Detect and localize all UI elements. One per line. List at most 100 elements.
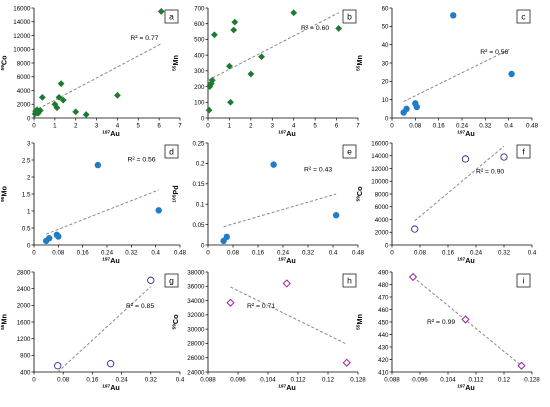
y-tick-label: 420	[378, 357, 389, 364]
y-tick-label: 2000	[17, 102, 31, 109]
x-axis-label: 197Au	[457, 256, 475, 265]
r-squared-annotation: R² = 0.99	[427, 319, 455, 326]
r-squared-annotation: R² = 0.56	[127, 156, 155, 163]
y-axis-label: 55Mn	[355, 314, 364, 330]
y-tick-label: 28000	[187, 341, 205, 348]
y-tick-label: 400	[194, 52, 205, 59]
y-tick-label: 0.1	[196, 202, 205, 209]
y-tick-label: 10000	[371, 179, 389, 186]
data-point	[46, 235, 53, 242]
r-squared-annotation: R² = 0.90	[476, 169, 504, 176]
x-tick-label: 0.24	[277, 250, 290, 257]
x-tick-label: 5	[137, 123, 141, 130]
y-axis-label-sup: 55	[355, 324, 361, 330]
r-squared-annotation: R² = 0.56	[480, 49, 508, 56]
chart-panel-c: 0 10 20 30 40 50 60 0 0.08 0.16 0.24 0.32 0.4 0.48 197…	[355, 5, 539, 138]
x-tick-label: 0.096	[230, 377, 246, 384]
data-point	[335, 25, 343, 32]
data-point	[508, 70, 515, 78]
panel-label-box	[164, 144, 179, 159]
y-tick-label: 500	[194, 37, 205, 44]
trend-line	[57, 286, 152, 373]
y-tick-label: 100	[194, 100, 205, 107]
x-tick-label: 0.16	[442, 250, 455, 257]
y-tick-label: 14000	[371, 153, 389, 160]
chart-panel-f: 0 2000 4000 6000 8000 10000 12000 14000 16000 0 0.…	[355, 140, 537, 265]
y-axis-label-sup: 59	[171, 324, 177, 330]
panel-label: b	[347, 12, 352, 22]
x-axis-label: 197Au	[278, 256, 296, 265]
x-axis-label: 197Au	[102, 129, 120, 138]
y-axis-label-main: Co	[0, 55, 9, 65]
y-tick-label: 0.15	[192, 181, 205, 188]
y-axis-label: 105Pd	[171, 185, 180, 202]
x-tick-label: 0	[32, 250, 36, 257]
y-axis-label-sup: 95	[0, 196, 6, 202]
y-tick-label: 450	[378, 319, 389, 326]
data-point	[57, 80, 65, 88]
data-point	[223, 233, 230, 241]
x-tick-label: 0	[206, 250, 210, 257]
y-tick-label: 800	[20, 353, 31, 360]
x-tick-label: 0.088	[200, 377, 216, 384]
trend-line	[33, 43, 162, 112]
x-axis-label-main: Au	[465, 383, 475, 392]
x-tick-label: 0.48	[352, 250, 365, 257]
y-tick-label: 2.5	[22, 157, 31, 164]
x-tick-label: 2	[249, 123, 253, 130]
y-tick-label: 14000	[13, 19, 31, 26]
x-tick-label: 4	[116, 123, 120, 130]
y-axis-label-sup: 55	[0, 324, 6, 330]
x-tick-label: 0.4	[329, 250, 338, 257]
y-axis-label-sup: 59	[0, 65, 6, 71]
y-tick-label: 4000	[375, 217, 389, 224]
x-axis-label-main: Au	[465, 129, 475, 138]
x-axis-label-main: Au	[110, 129, 120, 138]
panel-label-box	[164, 273, 179, 288]
y-tick-label: 6000	[17, 74, 31, 81]
data-point	[211, 31, 218, 39]
y-tick-label: 8000	[375, 191, 389, 198]
y-tick-label: 60	[382, 5, 389, 12]
r-squared-annotation: R² = 0.60	[301, 25, 329, 32]
x-tick-label: 0.32	[498, 250, 511, 257]
r-squared-annotation: R² = 0.43	[304, 167, 332, 174]
y-tick-label: 10	[382, 97, 389, 104]
y-tick-label: 16000	[13, 5, 31, 12]
y-tick-label: 1.5	[22, 191, 31, 198]
data-point	[231, 18, 239, 26]
y-tick-label: 480	[378, 282, 389, 289]
data-point	[290, 9, 298, 17]
trend-line	[403, 47, 512, 102]
y-axis-label-main: Mn	[0, 314, 9, 324]
panel-label-box	[516, 144, 531, 159]
y-tick-label: 16000	[371, 140, 389, 147]
y-axis-label-sup: 105	[171, 194, 177, 202]
x-tick-label: 0	[390, 123, 394, 130]
y-tick-label: 2000	[375, 230, 389, 237]
chart-panel-i: 410 420 430 440 450 460 470 480 490 0.088 0.096 0.1…	[355, 269, 540, 392]
data-point	[408, 272, 418, 282]
panel-label-box	[164, 9, 179, 24]
data-point	[82, 111, 90, 118]
x-tick-label: 0.4	[151, 250, 160, 257]
x-axis-label: 197Au	[102, 256, 120, 265]
x-tick-label: 0.08	[409, 123, 422, 130]
y-tick-label: 0	[27, 242, 31, 249]
panel-label: i	[523, 276, 525, 286]
data-point	[55, 93, 63, 101]
y-tick-label: 38000	[187, 269, 205, 276]
y-tick-label: 0.2	[196, 161, 205, 168]
x-tick-label: 5	[313, 123, 317, 130]
data-point	[53, 104, 61, 112]
x-tick-label: 1	[228, 123, 232, 130]
y-axis-label-main: Pd	[171, 185, 180, 194]
data-point	[157, 8, 165, 15]
x-tick-label: 0.112	[290, 377, 306, 384]
x-tick-label: 6	[157, 123, 161, 130]
x-axis-label-main: Au	[465, 256, 475, 265]
x-tick-label: 0.48	[526, 123, 539, 130]
x-tick-label: 2	[74, 123, 78, 130]
data-point	[270, 161, 277, 168]
